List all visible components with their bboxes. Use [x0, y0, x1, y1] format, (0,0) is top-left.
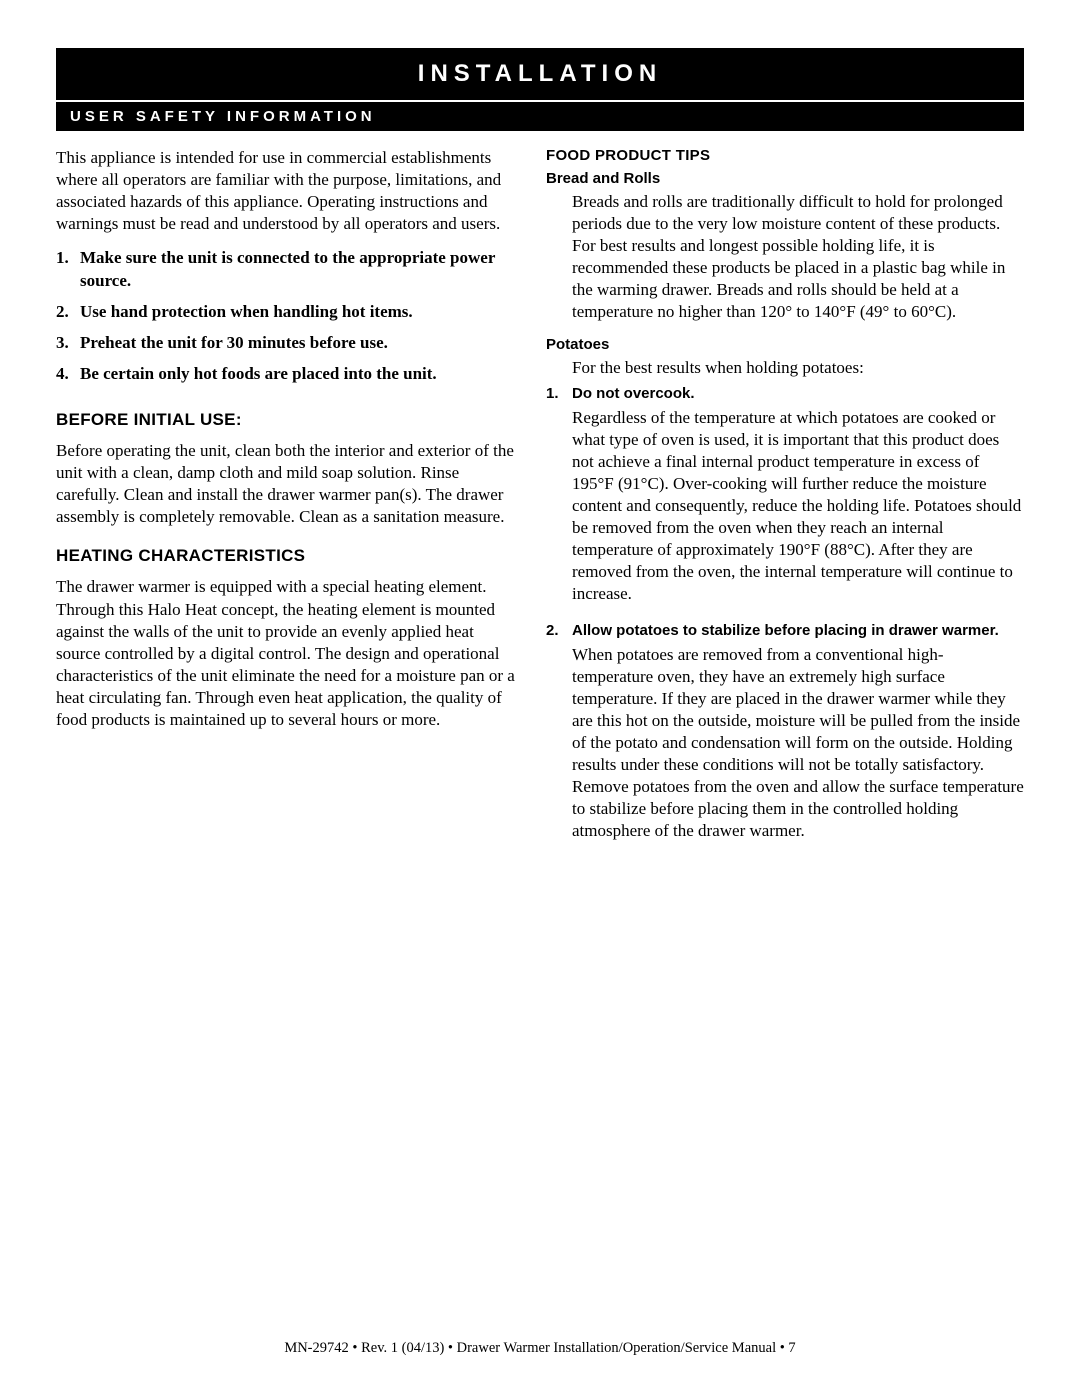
potato-tip: 1. Do not overcook. Regardless of the te…	[546, 385, 1024, 606]
heating-characteristics-text: The drawer warmer is equipped with a spe…	[56, 576, 516, 731]
left-column: This appliance is intended for use in co…	[56, 147, 516, 858]
potatoes-intro: For the best results when holding potato…	[572, 357, 1024, 379]
page-footer: MN-29742 • Rev. 1 (04/13) • Drawer Warme…	[0, 1340, 1080, 1357]
safety-item: 4.Be certain only hot foods are placed i…	[80, 363, 516, 386]
safety-item: 1.Make sure the unit is connected to the…	[80, 247, 516, 293]
two-column-layout: This appliance is intended for use in co…	[56, 147, 1024, 858]
safety-text: Make sure the unit is connected to the a…	[80, 248, 495, 290]
safety-text: Be certain only hot foods are placed int…	[80, 364, 437, 383]
tip-body: When potatoes are removed from a convent…	[572, 644, 1024, 843]
list-number: 1.	[546, 385, 559, 402]
food-product-tips-heading: FOOD PRODUCT TIPS	[546, 147, 1024, 164]
list-number: 1.	[56, 247, 69, 270]
section-banner: INSTALLATION	[56, 48, 1024, 100]
safety-list: 1. Make sure the unit is connected to the…	[56, 247, 516, 386]
potatoes-heading: Potatoes	[546, 336, 1024, 353]
bread-rolls-heading: Bread and Rolls	[546, 170, 1024, 187]
tip-heading: Do not overcook.	[572, 385, 695, 402]
right-column: FOOD PRODUCT TIPS Bread and Rolls Breads…	[546, 147, 1024, 858]
bread-rolls-text: Breads and rolls are traditionally diffi…	[572, 191, 1024, 324]
potato-tip: 2. Allow potatoes to stabilize before pl…	[546, 622, 1024, 843]
tip-heading: Allow potatoes to stabilize before placi…	[572, 622, 999, 639]
tip-body: Regardless of the temperature at which p…	[572, 407, 1024, 606]
list-number: 2.	[56, 301, 69, 324]
list-number: 4.	[56, 363, 69, 386]
list-number: 3.	[56, 332, 69, 355]
section-subbanner: USER SAFETY INFORMATION	[56, 102, 1024, 131]
safety-text: Use hand protection when handling hot it…	[80, 302, 413, 321]
before-initial-use-heading: BEFORE INITIAL USE:	[56, 410, 516, 430]
list-number: 2.	[546, 622, 559, 639]
heating-characteristics-heading: HEATING CHARACTERISTICS	[56, 546, 516, 566]
safety-text: Preheat the unit for 30 minutes before u…	[80, 333, 388, 352]
intro-paragraph: This appliance is intended for use in co…	[56, 147, 516, 235]
safety-item: 2.Use hand protection when handling hot …	[80, 301, 516, 324]
before-initial-use-text: Before operating the unit, clean both th…	[56, 440, 516, 528]
safety-item: 3.Preheat the unit for 30 minutes before…	[80, 332, 516, 355]
